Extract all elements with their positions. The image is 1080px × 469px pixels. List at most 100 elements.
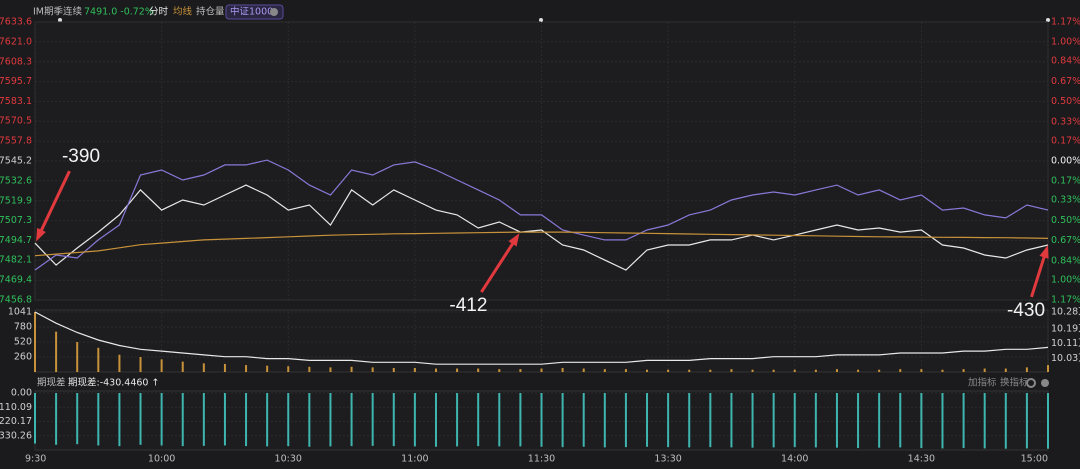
bar: [793, 393, 796, 448]
dot: [1046, 18, 1050, 22]
y-tick-label: -110.09: [0, 402, 32, 413]
bar: [456, 368, 459, 372]
y2-tick-label: 10.03万: [1051, 353, 1080, 364]
bar: [878, 369, 881, 372]
bar: [878, 393, 881, 448]
bar: [857, 369, 860, 372]
y2-tick-label: 1.00%: [1051, 274, 1080, 285]
bar: [751, 369, 754, 372]
y-tick-label: 7570.5: [0, 116, 32, 127]
bar: [1004, 393, 1007, 449]
bar: [139, 393, 142, 445]
bar: [899, 369, 902, 372]
y-tick-label: 7456.8: [0, 295, 32, 306]
y-tick-label: 7494.7: [0, 235, 32, 246]
bar: [983, 368, 986, 372]
bar: [76, 393, 79, 445]
bar: [519, 369, 522, 372]
bar: [160, 393, 163, 446]
bar: [772, 393, 775, 448]
mode[interactable]: 分时: [149, 6, 169, 18]
bar: [266, 393, 269, 447]
bar: [97, 347, 100, 372]
bar: [477, 368, 480, 372]
quote: 7491.0 -0.72%: [84, 7, 154, 18]
x-tick-label: 13:30: [654, 454, 681, 465]
close-icon[interactable]: [270, 8, 278, 16]
y2-tick-label: 10.11万: [1051, 338, 1080, 349]
bar: [730, 393, 733, 448]
bar: [582, 393, 585, 447]
bar: [245, 393, 248, 447]
bar: [350, 366, 353, 372]
bar: [456, 393, 459, 447]
bar: [118, 354, 121, 372]
settings-icon[interactable]: [1026, 378, 1036, 388]
bar: [413, 367, 416, 372]
y-tick-label: 260: [14, 352, 32, 363]
switch-indicator[interactable]: 换指标: [1000, 377, 1029, 389]
basis-info: 期现差:-430.4460 ↑: [68, 377, 159, 389]
bar: [603, 369, 606, 372]
series-line: [34, 231, 1049, 257]
y-tick-label: 520: [14, 337, 32, 348]
bar: [561, 367, 564, 372]
y2-tick-label: 1.17%: [1051, 295, 1080, 306]
legend-index[interactable]: 中证1000: [230, 6, 273, 18]
bar: [835, 369, 838, 372]
bar: [624, 369, 627, 372]
bar: [202, 393, 205, 446]
y-tick-label: 7469.4: [0, 275, 32, 286]
y2-tick-label: 10.19万: [1051, 323, 1080, 334]
annotation: -430: [1007, 300, 1045, 321]
x-tick-label: 10:00: [148, 454, 175, 465]
annotation-arrow: [480, 235, 519, 293]
y-tick-label: 7519.9: [0, 195, 32, 206]
bar: [245, 365, 248, 372]
bar: [181, 393, 184, 447]
bar: [34, 312, 36, 372]
bar: [751, 393, 754, 448]
bar: [181, 361, 184, 372]
bar: [730, 369, 733, 372]
y-tick-label: 7595.7: [0, 76, 32, 87]
bar: [371, 367, 374, 372]
annotation-arrow-head: [36, 227, 46, 242]
bar: [962, 369, 965, 372]
add-indicator[interactable]: 加指标: [968, 377, 997, 389]
bar: [34, 393, 36, 444]
y-tick-label: 7621.0: [0, 36, 32, 47]
bar: [814, 369, 817, 372]
y-tick-label: 7608.3: [0, 56, 32, 67]
bar: [814, 393, 817, 448]
bar: [1047, 393, 1049, 449]
index-tag[interactable]: [225, 4, 284, 20]
bar: [139, 357, 142, 372]
legend-avg[interactable]: 均线: [173, 6, 193, 18]
y2-tick-label: 1.17%: [1051, 17, 1080, 28]
bar: [667, 369, 670, 372]
bar: [983, 393, 986, 449]
bar: [55, 331, 58, 372]
bar: [603, 393, 606, 448]
annotation-arrow-head: [508, 233, 520, 247]
close-icon[interactable]: [1041, 379, 1049, 387]
bar: [392, 393, 395, 447]
bar: [97, 393, 100, 446]
bar: [202, 363, 205, 372]
y2-tick-label: 0.84%: [1051, 255, 1080, 266]
series-line: [34, 159, 1049, 271]
bar: [709, 369, 712, 372]
bar: [434, 393, 437, 447]
bar: [287, 393, 290, 447]
x-tick-label: 11:30: [528, 454, 555, 465]
y2-tick-label: 0.67%: [1051, 76, 1080, 87]
bar: [920, 393, 923, 449]
bar: [266, 365, 269, 372]
y-tick-label: 7583.1: [0, 96, 32, 107]
y-tick-label: 0.00: [11, 388, 32, 399]
bar: [329, 367, 332, 372]
legend-oi[interactable]: 持仓量: [196, 6, 225, 18]
bar: [160, 359, 163, 372]
bar: [1047, 365, 1049, 372]
